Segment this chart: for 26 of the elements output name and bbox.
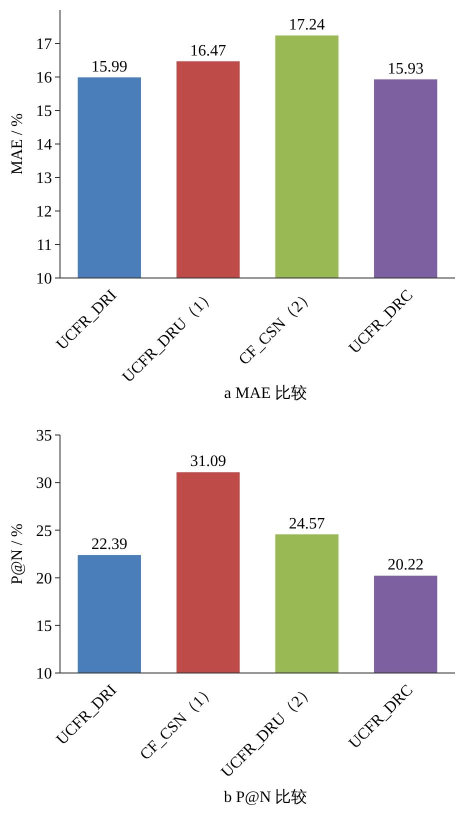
y-tick-label: 20 xyxy=(36,570,52,588)
y-tick-label: 35 xyxy=(36,428,52,445)
data-label: 20.22 xyxy=(388,556,424,574)
data-label: 17.24 xyxy=(288,16,325,34)
text: a MAE 比较 xyxy=(224,384,307,402)
y-tick-label: 16 xyxy=(36,70,52,87)
data-label: 15.99 xyxy=(91,58,128,76)
text: b P@N 比较 xyxy=(224,788,308,806)
y-tick-label: 25 xyxy=(36,522,52,540)
data-label: 16.47 xyxy=(190,42,226,60)
y-axis-title: P@N / % xyxy=(9,524,26,584)
y-tick-label: 13 xyxy=(36,170,52,188)
y-tick-label: 12 xyxy=(36,204,52,221)
data-label: 22.39 xyxy=(91,536,128,554)
y-tick-label: 15 xyxy=(36,103,52,120)
y-tick-label: 17 xyxy=(36,36,52,54)
data-label: 24.57 xyxy=(288,515,325,532)
y-tick-label: 14 xyxy=(36,136,52,154)
y-tick-label: 11 xyxy=(36,237,52,254)
y-tick-label: 10 xyxy=(36,666,52,683)
y-tick-label: 15 xyxy=(36,618,52,635)
y-tick-label: 10 xyxy=(36,270,52,288)
data-label: 15.93 xyxy=(388,60,424,78)
y-tick-label: 30 xyxy=(36,475,52,492)
data-label: 31.09 xyxy=(190,453,226,470)
y-axis-title: MAE / % xyxy=(9,113,26,175)
